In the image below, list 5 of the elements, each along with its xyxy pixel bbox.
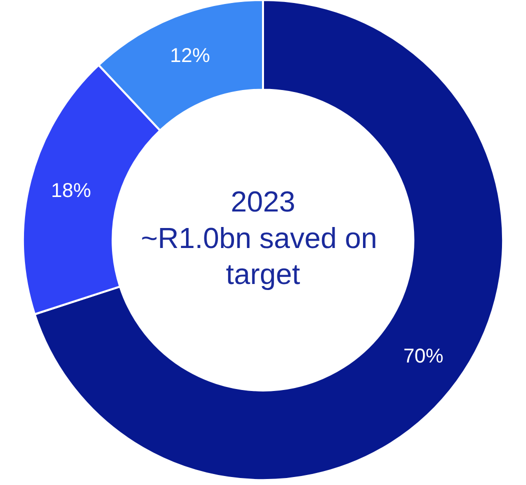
- data-label: 12%: [170, 44, 210, 67]
- data-label: 18%: [51, 180, 92, 202]
- text: 2023: [230, 186, 296, 218]
- text: ~R1.0bn saved on target: [140, 223, 386, 291]
- data-label: 70%: [403, 346, 444, 368]
